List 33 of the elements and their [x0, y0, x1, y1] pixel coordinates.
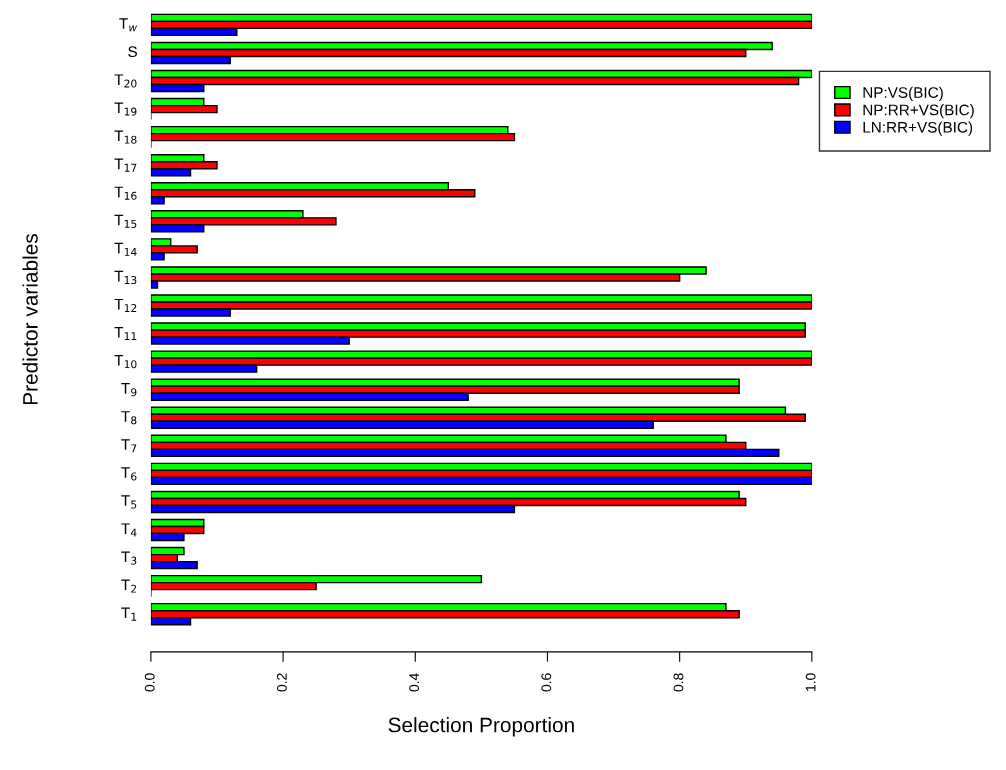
y-tick-label: T$_{17}$ [114, 158, 137, 172]
y-tick-label: T$_{4}$ [121, 523, 137, 537]
y-tick-label: T$_{7}$ [121, 439, 137, 453]
y-tick-label: T$_{8}$ [121, 411, 137, 425]
y-tick-label: T$_{12}$ [114, 298, 137, 312]
legend-label: LN:RR+VS(BIC) [863, 121, 973, 136]
legend-label: NP:RR+VS(BIC) [863, 104, 974, 119]
y-tick-label: T$_{16}$ [114, 186, 137, 200]
y-tick-label: T$_{9}$ [121, 383, 137, 397]
y-axis-title: Predictor variables [22, 234, 38, 405]
y-tick-label: T$_{19}$ [114, 102, 137, 116]
y-tick-label: T$_{w}$ [119, 18, 138, 32]
y-tick-label: T$_{13}$ [114, 270, 137, 285]
y-tick-label: T$_{3}$ [121, 551, 137, 565]
y-tick-label: T$_{15}$ [114, 214, 137, 228]
y-tick-label: T$_{1}$ [121, 607, 137, 621]
y-tick-label: S [128, 46, 137, 58]
y-tick-label: T$_{2}$ [121, 579, 137, 593]
y-tick-label: T$_{11}$ [114, 326, 137, 341]
x-tick-label: 1.0 [805, 673, 816, 691]
legend-label: NP:VS(BIC) [863, 86, 943, 101]
y-tick-label: T$_{20}$ [114, 74, 137, 88]
y-tick-label: T$_{18}$ [114, 130, 137, 144]
x-tick-label: 0.4 [409, 673, 420, 692]
x-axis-title: Selection Proportion [388, 717, 574, 737]
x-tick-label: 0.6 [541, 673, 552, 692]
x-tick-label: 0.8 [673, 673, 684, 692]
x-tick-label: 0.0 [144, 673, 155, 692]
y-tick-label: T$_{10}$ [114, 355, 137, 369]
y-tick-label: T$_{5}$ [121, 495, 137, 509]
x-tick-label: 0.2 [276, 673, 287, 692]
y-tick-label: T$_{6}$ [121, 467, 137, 481]
y-tick-label: T$_{14}$ [114, 242, 137, 256]
